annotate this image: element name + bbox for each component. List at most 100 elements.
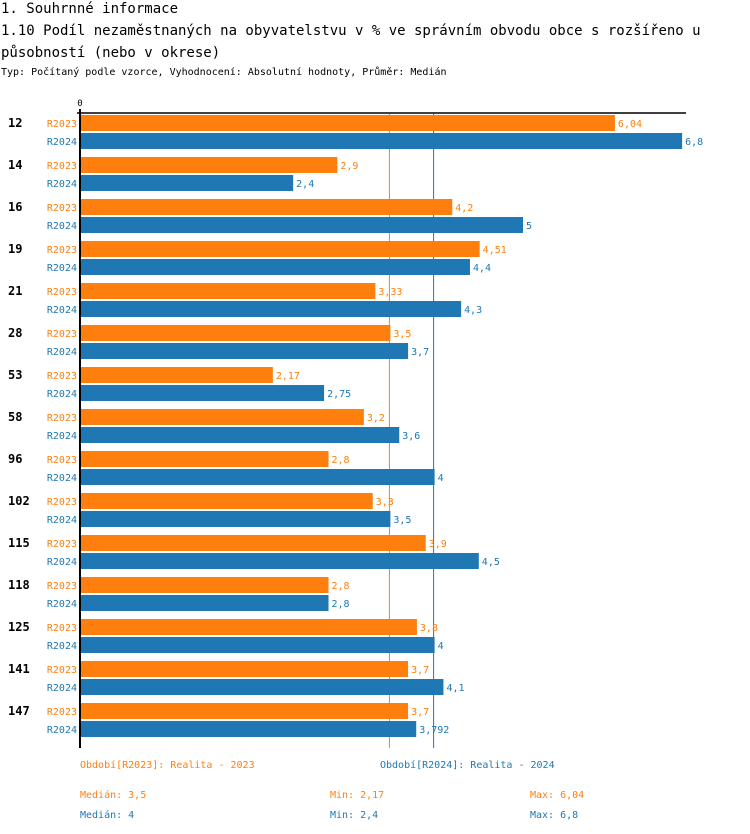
series-label: R2024 — [47, 557, 77, 568]
series-label: R2024 — [47, 389, 77, 400]
stat-median-r2024: Medián: 4 — [80, 810, 135, 821]
series-label: R2023 — [47, 245, 77, 256]
data-label: 2,4 — [296, 179, 314, 190]
bar-r2024 — [81, 595, 329, 611]
bar-r2023 — [81, 241, 480, 257]
data-label: 6,04 — [618, 119, 642, 130]
bar-r2024 — [81, 259, 470, 275]
bar-r2023 — [81, 199, 453, 215]
bar-r2023 — [81, 409, 364, 425]
series-label: R2023 — [47, 707, 77, 718]
category-label: 115 — [8, 536, 30, 550]
bar-r2023 — [81, 367, 273, 383]
category-label: 96 — [8, 452, 22, 466]
data-label: 6,8 — [685, 137, 703, 148]
series-label: R2023 — [47, 329, 77, 340]
bar-r2023 — [81, 157, 338, 173]
series-label: R2024 — [47, 137, 77, 148]
series-label: R2024 — [47, 515, 77, 526]
category-label: 28 — [8, 326, 22, 340]
category-label: 118 — [8, 578, 30, 592]
bar-r2023 — [81, 661, 409, 677]
bar-r2023 — [81, 325, 391, 341]
data-label: 3,7 — [411, 347, 429, 358]
data-label: 2,9 — [340, 161, 358, 172]
series-label: R2023 — [47, 119, 77, 130]
data-label: 4,1 — [446, 683, 464, 694]
series-label: R2024 — [47, 347, 77, 358]
series-label: R2024 — [47, 683, 77, 694]
data-label: 3,7 — [411, 665, 429, 676]
data-label: 3,6 — [402, 431, 420, 442]
bar-r2024 — [81, 385, 325, 401]
series-label: R2024 — [47, 221, 77, 232]
stat-max-r2023: Max: 6,04 — [530, 790, 585, 801]
bar-r2024 — [81, 175, 294, 191]
series-label: R2023 — [47, 413, 77, 424]
series-label: R2023 — [47, 455, 77, 466]
data-label: 5 — [526, 221, 532, 232]
data-label: 4 — [438, 641, 444, 652]
category-label: 14 — [8, 158, 22, 172]
bar-r2024 — [81, 301, 462, 317]
stat-max-r2024: Max: 6,8 — [530, 810, 579, 821]
data-label: 3,33 — [378, 287, 402, 298]
legend-entry-r2023: Období[R2023]: Realita - 2023 — [80, 760, 255, 771]
category-label: 53 — [8, 368, 22, 382]
bar-r2023 — [81, 577, 329, 593]
data-label: 4,2 — [455, 203, 473, 214]
bar-r2024 — [81, 217, 523, 233]
data-label: 2,8 — [332, 599, 350, 610]
series-label: R2024 — [47, 263, 77, 274]
bar-r2024 — [81, 679, 444, 695]
series-label: R2024 — [47, 473, 77, 484]
bar-r2023 — [81, 493, 373, 509]
series-label: R2023 — [47, 581, 77, 592]
series-label: R2023 — [47, 203, 77, 214]
category-label: 125 — [8, 620, 30, 634]
series-label: R2023 — [47, 665, 77, 676]
bar-r2024 — [81, 637, 435, 653]
data-label: 2,8 — [332, 455, 350, 466]
bar-r2023 — [81, 619, 417, 635]
series-label: R2024 — [47, 599, 77, 610]
series-label: R2023 — [47, 539, 77, 550]
category-label: 12 — [8, 116, 22, 130]
data-label: 2,8 — [332, 581, 350, 592]
series-label: R2024 — [47, 641, 77, 652]
stat-min-r2024: Min: 2,4 — [330, 810, 379, 821]
data-label: 4,3 — [464, 305, 482, 316]
series-label: R2024 — [47, 431, 77, 442]
series-label: R2023 — [47, 287, 77, 298]
data-label: 3,3 — [376, 497, 394, 508]
bar-r2024 — [81, 469, 435, 485]
data-label: 4,5 — [482, 557, 500, 568]
data-label: 3,9 — [429, 539, 447, 550]
series-label: R2023 — [47, 371, 77, 382]
bar-r2023 — [81, 115, 615, 131]
bar-r2024 — [81, 553, 479, 569]
stat-min-r2023: Min: 2,17 — [330, 790, 385, 801]
data-label: 3,2 — [367, 413, 385, 424]
data-label: 3,792 — [419, 725, 449, 736]
data-label: 3,5 — [393, 329, 411, 340]
data-label: 2,75 — [327, 389, 351, 400]
category-label: 102 — [8, 494, 30, 508]
category-label: 19 — [8, 242, 22, 256]
data-label: 2,17 — [276, 371, 300, 382]
legend-entry-r2024: Období[R2024]: Realita - 2024 — [380, 760, 555, 771]
category-label: 58 — [8, 410, 22, 424]
bar-r2024 — [81, 427, 400, 443]
category-label: 16 — [8, 200, 22, 214]
category-label: 141 — [8, 662, 30, 676]
bar-r2024 — [81, 511, 391, 527]
chart-subtitle: Typ: Počítaný podle vzorce, Vyhodnocení:… — [1, 67, 447, 78]
data-label: 4,4 — [473, 263, 491, 274]
data-label: 3,5 — [393, 515, 411, 526]
data-label: 3,7 — [411, 707, 429, 718]
series-label: R2024 — [47, 179, 77, 190]
data-label: 3,8 — [420, 623, 438, 634]
data-label: 4,51 — [483, 245, 507, 256]
stat-median-r2023: Medián: 3,5 — [80, 790, 147, 801]
